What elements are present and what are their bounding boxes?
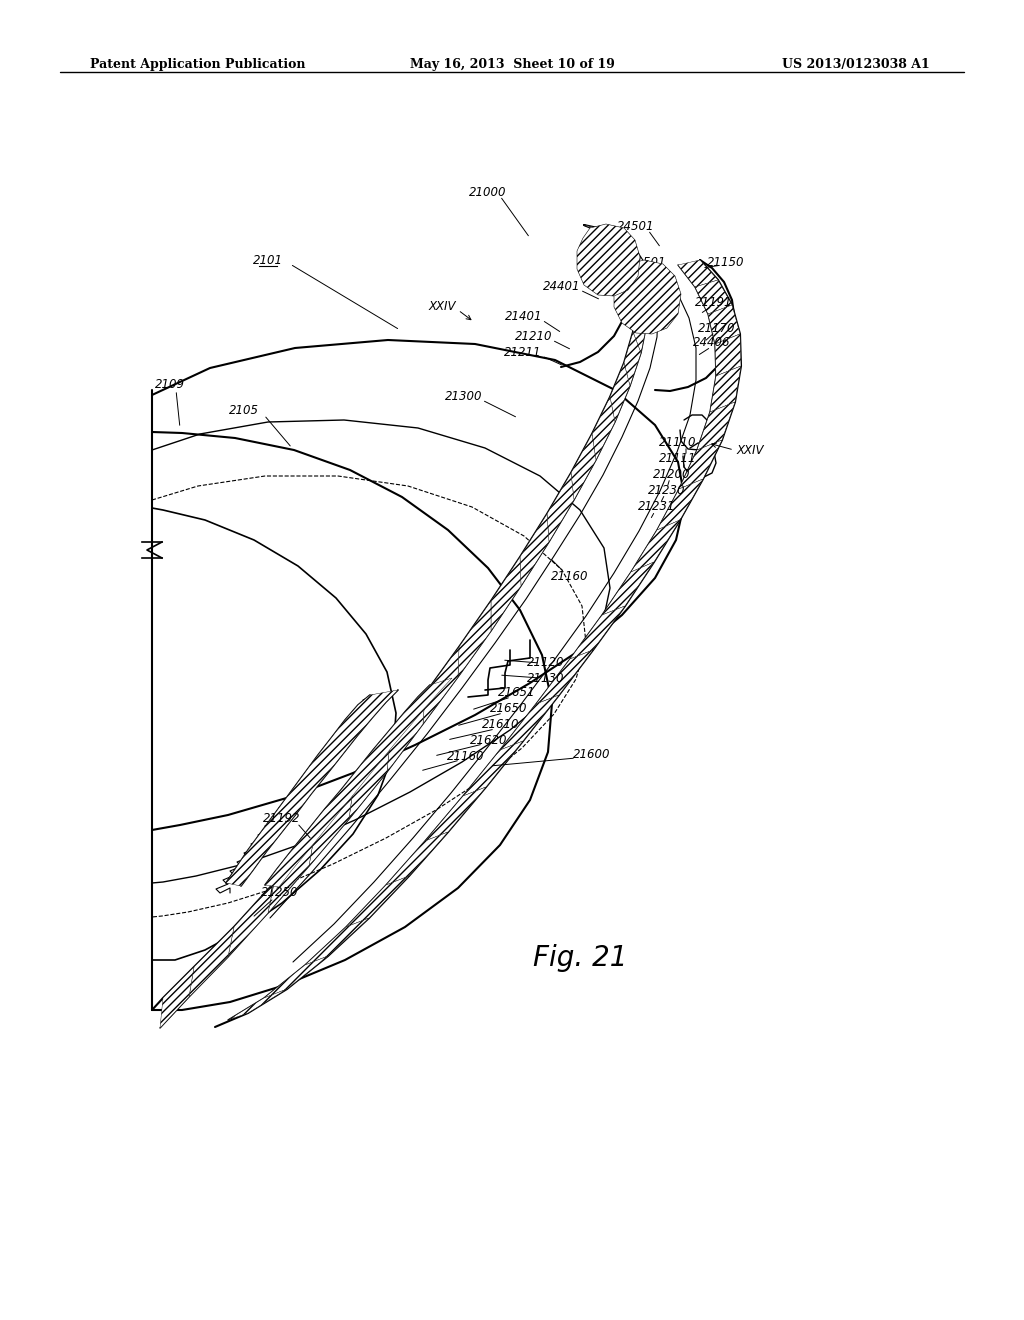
Polygon shape bbox=[577, 224, 640, 296]
Text: 21210: 21210 bbox=[515, 330, 553, 342]
Text: 21100: 21100 bbox=[586, 243, 623, 256]
Polygon shape bbox=[226, 690, 398, 886]
Polygon shape bbox=[536, 649, 593, 704]
Polygon shape bbox=[657, 479, 703, 531]
Polygon shape bbox=[710, 366, 741, 412]
Text: 24406: 24406 bbox=[693, 337, 731, 350]
Polygon shape bbox=[386, 832, 449, 884]
Polygon shape bbox=[624, 333, 641, 385]
Polygon shape bbox=[633, 304, 647, 352]
Polygon shape bbox=[268, 837, 314, 913]
Polygon shape bbox=[265, 678, 452, 887]
Text: 21600: 21600 bbox=[573, 747, 610, 760]
Text: 21401: 21401 bbox=[505, 309, 543, 322]
Text: 21211: 21211 bbox=[504, 346, 542, 359]
Polygon shape bbox=[592, 397, 615, 459]
Polygon shape bbox=[490, 557, 521, 631]
Text: 21191: 21191 bbox=[695, 296, 733, 309]
Polygon shape bbox=[715, 334, 741, 376]
Polygon shape bbox=[697, 403, 735, 450]
Polygon shape bbox=[463, 741, 523, 796]
Polygon shape bbox=[309, 789, 353, 866]
Polygon shape bbox=[625, 260, 647, 297]
Polygon shape bbox=[570, 606, 625, 659]
Text: 21230: 21230 bbox=[648, 483, 686, 496]
Polygon shape bbox=[387, 694, 425, 772]
Text: 21160: 21160 bbox=[447, 750, 484, 763]
Text: 21651: 21651 bbox=[499, 686, 536, 700]
Text: XXIV: XXIV bbox=[428, 300, 456, 313]
Polygon shape bbox=[600, 232, 633, 255]
Polygon shape bbox=[228, 883, 274, 957]
Polygon shape bbox=[631, 520, 680, 572]
Polygon shape bbox=[547, 473, 574, 543]
Polygon shape bbox=[500, 696, 559, 750]
Text: 21111: 21111 bbox=[659, 451, 696, 465]
Polygon shape bbox=[679, 440, 722, 488]
Polygon shape bbox=[520, 513, 549, 586]
Text: 21192: 21192 bbox=[263, 812, 301, 825]
Polygon shape bbox=[349, 741, 390, 818]
Text: 21150: 21150 bbox=[708, 256, 744, 268]
Polygon shape bbox=[228, 989, 287, 1020]
Polygon shape bbox=[458, 601, 490, 677]
Text: 21170: 21170 bbox=[698, 322, 736, 334]
Text: 24501: 24501 bbox=[617, 219, 654, 232]
Text: 2101: 2101 bbox=[253, 253, 283, 267]
Polygon shape bbox=[425, 787, 486, 841]
Polygon shape bbox=[695, 280, 732, 314]
Polygon shape bbox=[633, 280, 647, 323]
Polygon shape bbox=[571, 434, 596, 500]
Text: 21300: 21300 bbox=[445, 389, 482, 403]
Text: 21250: 21250 bbox=[261, 887, 299, 899]
Polygon shape bbox=[614, 260, 681, 334]
Text: 21650: 21650 bbox=[490, 702, 527, 715]
Polygon shape bbox=[346, 876, 409, 927]
Text: 21610: 21610 bbox=[482, 718, 520, 731]
Polygon shape bbox=[614, 244, 642, 275]
Text: 21000: 21000 bbox=[469, 186, 507, 198]
Text: 21120: 21120 bbox=[527, 656, 565, 669]
Polygon shape bbox=[305, 917, 369, 965]
Polygon shape bbox=[610, 363, 630, 422]
Text: 2109: 2109 bbox=[155, 379, 185, 392]
Text: XXIV: XXIV bbox=[736, 444, 764, 457]
Text: 24401: 24401 bbox=[544, 280, 581, 293]
Text: May 16, 2013  Sheet 10 of 19: May 16, 2013 Sheet 10 of 19 bbox=[410, 58, 614, 71]
Polygon shape bbox=[423, 647, 459, 723]
Polygon shape bbox=[602, 562, 654, 615]
Polygon shape bbox=[584, 224, 621, 240]
Polygon shape bbox=[708, 305, 740, 345]
Text: 21130: 21130 bbox=[527, 672, 565, 685]
Polygon shape bbox=[678, 260, 718, 286]
Text: 21501: 21501 bbox=[630, 256, 667, 268]
Text: Fig. 21: Fig. 21 bbox=[532, 944, 627, 972]
Text: 24506: 24506 bbox=[642, 285, 680, 298]
Polygon shape bbox=[160, 968, 194, 1028]
Text: 21160: 21160 bbox=[551, 569, 589, 582]
Text: 2105: 2105 bbox=[229, 404, 259, 417]
Text: 21231: 21231 bbox=[638, 499, 676, 512]
Text: 21110: 21110 bbox=[659, 436, 696, 449]
Polygon shape bbox=[189, 927, 234, 997]
Text: 21200: 21200 bbox=[653, 467, 691, 480]
Text: US 2013/0123038 A1: US 2013/0123038 A1 bbox=[782, 58, 930, 71]
Polygon shape bbox=[264, 956, 328, 998]
Text: Patent Application Publication: Patent Application Publication bbox=[90, 58, 305, 71]
Text: 21620: 21620 bbox=[470, 734, 508, 747]
